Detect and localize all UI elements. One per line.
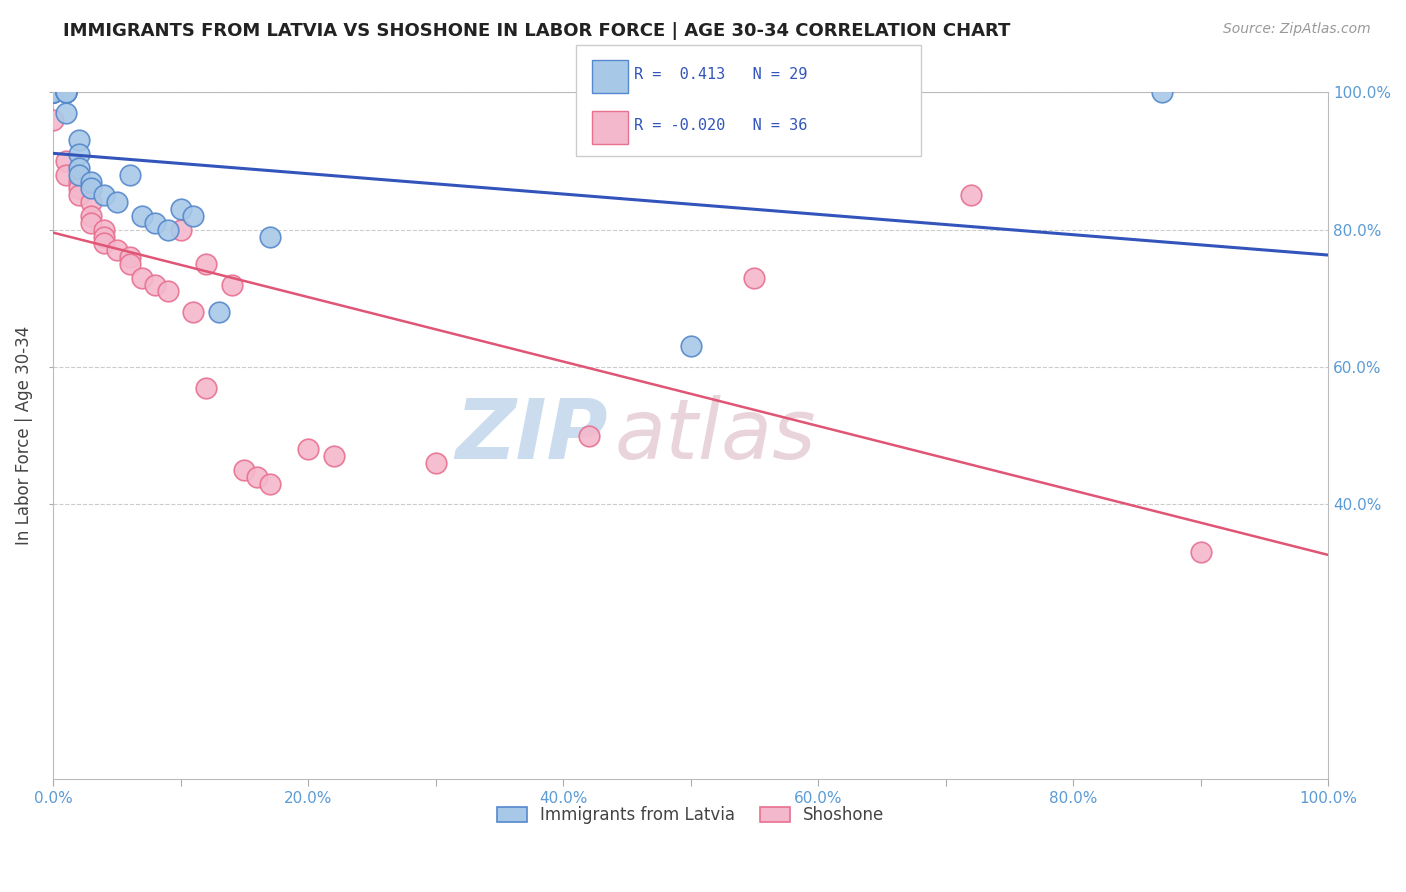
Point [55,86,77,100]
Point [195,257,218,271]
Point [67,181,90,195]
Point [42,86,65,100]
Point [55,154,77,169]
Point [118,257,141,271]
Text: ZIP: ZIP [456,395,607,476]
Point [93,222,115,236]
Point [233,463,256,477]
Point [246,470,269,484]
Point [259,476,281,491]
Point [322,449,344,463]
Point [55,86,77,100]
Point [143,216,166,230]
Point [42,86,65,100]
Point [55,86,77,100]
Point [67,161,90,175]
Point [42,86,65,100]
Point [960,188,983,202]
Point [143,277,166,292]
Point [744,270,766,285]
Point [67,147,90,161]
Point [42,86,65,100]
Text: R = -0.020   N = 36: R = -0.020 N = 36 [634,119,807,134]
Point [67,175,90,189]
Point [1152,86,1174,100]
Point [42,112,65,127]
Point [297,442,319,457]
Point [169,202,191,216]
Text: Source: ZipAtlas.com: Source: ZipAtlas.com [1223,22,1371,37]
Point [169,222,191,236]
Point [93,229,115,244]
Point [42,86,65,100]
Point [156,285,179,299]
Point [105,244,128,258]
Point [156,222,179,236]
Point [80,209,103,223]
Text: atlas: atlas [614,395,815,476]
Point [221,277,243,292]
Point [80,175,103,189]
Point [118,168,141,182]
Point [183,209,205,223]
Point [105,195,128,210]
Point [259,229,281,244]
Point [67,133,90,147]
Point [80,195,103,210]
Point [80,216,103,230]
Point [93,188,115,202]
Point [42,86,65,100]
Point [55,106,77,120]
Point [67,168,90,182]
Point [131,270,153,285]
Point [578,428,600,442]
Point [183,305,205,319]
Point [55,86,77,100]
Legend: Immigrants from Latvia, Shoshone: Immigrants from Latvia, Shoshone [488,797,893,832]
Point [208,305,231,319]
Text: IMMIGRANTS FROM LATVIA VS SHOSHONE IN LABOR FORCE | AGE 30-34 CORRELATION CHART: IMMIGRANTS FROM LATVIA VS SHOSHONE IN LA… [63,22,1011,40]
Point [55,168,77,182]
Point [93,236,115,251]
Point [131,209,153,223]
Point [679,339,702,353]
Point [425,456,447,470]
Point [80,181,103,195]
Point [67,188,90,202]
Point [42,86,65,100]
Y-axis label: In Labor Force | Age 30-34: In Labor Force | Age 30-34 [15,326,32,545]
Point [1189,545,1212,559]
Point [195,381,218,395]
Point [42,86,65,100]
Point [42,86,65,100]
Point [118,250,141,264]
Text: R =  0.413   N = 29: R = 0.413 N = 29 [634,67,807,82]
